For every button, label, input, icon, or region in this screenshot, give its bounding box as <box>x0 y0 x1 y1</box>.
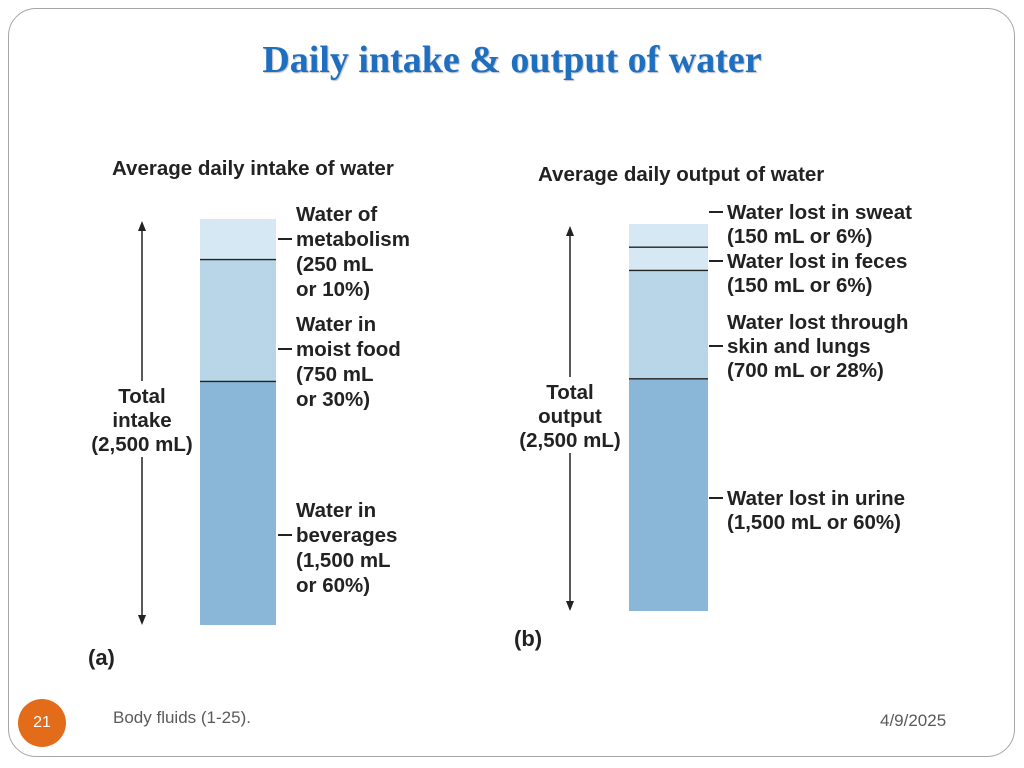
segment-label-line: (150 mL or 6%) <box>727 225 872 248</box>
segment-label-line: Water in <box>296 313 376 336</box>
total-label-line: intake <box>112 409 171 432</box>
bar-segment <box>200 219 276 260</box>
segment-label-line: beverages <box>296 524 397 547</box>
segment-label-line: Water lost through <box>727 311 908 334</box>
panel-label: (a) <box>88 645 115 670</box>
segment-label-line: Water lost in urine <box>727 487 905 510</box>
arrow-head-down-icon <box>566 601 574 611</box>
segment-label-line: (700 mL or 28%) <box>727 359 884 382</box>
intake-panel: Average daily intake of water Totalintake… <box>84 157 410 670</box>
segment-label-line: Water lost in feces <box>727 250 907 273</box>
slide-title: Daily intake & output of water <box>262 39 762 81</box>
segment-label-line: Water in <box>296 499 376 522</box>
total-label-background <box>84 381 200 457</box>
panel-title: Average daily output of water <box>538 163 824 186</box>
output-panel: Average daily output of water Totaloutput… <box>512 163 912 651</box>
arrow-head-up-icon <box>566 226 574 236</box>
slide-number-badge: 21 <box>18 699 66 747</box>
segment-label-line: moist food <box>296 338 401 361</box>
segment-label-line: (150 mL or 6%) <box>727 274 872 297</box>
segment-label-line: or 30%) <box>296 388 370 411</box>
segment-label-line: (750 mL <box>296 363 373 386</box>
segment-label-line: (1,500 mL <box>296 549 391 572</box>
segment-label-line: skin and lungs <box>727 335 871 358</box>
arrow-head-up-icon <box>138 221 146 231</box>
panel-label: (b) <box>514 626 542 651</box>
total-label-line: Total <box>118 385 165 408</box>
bar-segment <box>200 381 276 625</box>
bar-segment <box>629 247 708 271</box>
total-label-line: Total <box>546 381 593 404</box>
total-label-background <box>512 377 628 453</box>
segment-label-line: or 60%) <box>296 574 370 597</box>
arrow-head-down-icon <box>138 615 146 625</box>
bar-segment <box>629 378 708 611</box>
total-label-line: output <box>538 405 602 428</box>
bar-segment <box>629 270 708 379</box>
total-label-line: (2,500 mL) <box>91 433 192 456</box>
bar-segment <box>200 259 276 382</box>
segment-label-line: Water lost in sweat <box>727 201 912 224</box>
segment-label-line: metabolism <box>296 228 410 251</box>
segment-label-line: (250 mL <box>296 253 373 276</box>
total-label-line: (2,500 mL) <box>519 429 620 452</box>
panel-title: Average daily intake of water <box>112 157 394 180</box>
bar-segment <box>629 224 708 248</box>
segment-label-line: Water of <box>296 203 377 226</box>
footer-date: 4/9/2025 <box>880 711 947 730</box>
segment-label-line: (1,500 mL or 60%) <box>727 511 901 534</box>
footer-text: Body fluids (1-25). <box>113 708 251 727</box>
segment-label-line: or 10%) <box>296 278 370 301</box>
